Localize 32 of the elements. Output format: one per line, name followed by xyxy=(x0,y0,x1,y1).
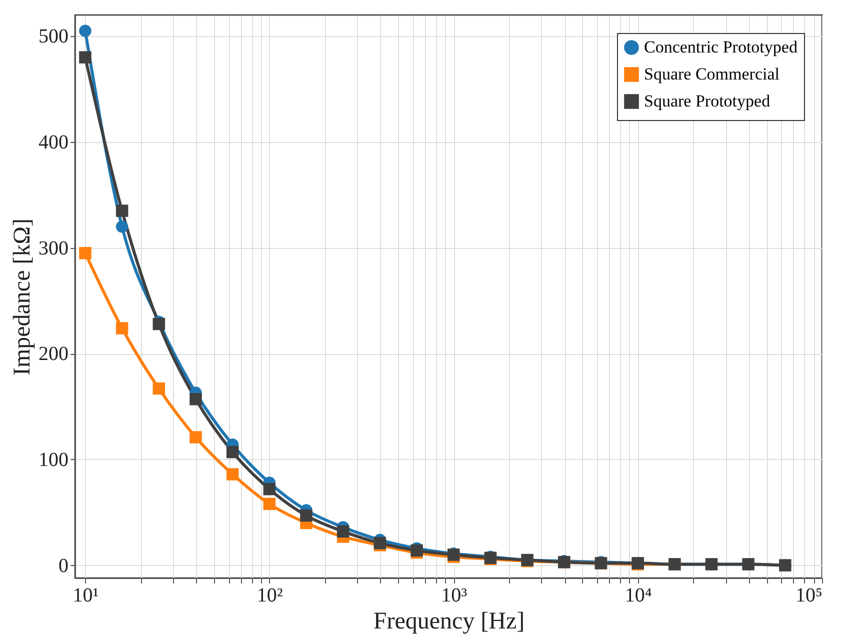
x-tick-label: 10² xyxy=(256,584,283,606)
y-axis-title: Impedance [kΩ] xyxy=(10,218,36,376)
point xyxy=(263,482,276,496)
point xyxy=(79,51,92,64)
y-tick-label: 0 xyxy=(58,554,68,577)
point xyxy=(116,220,128,233)
point xyxy=(116,204,128,217)
legend-label: Square Commercial xyxy=(644,64,780,84)
y-tick-label: 300 xyxy=(38,237,68,260)
point xyxy=(336,525,350,538)
x-tick-label: 10³ xyxy=(441,584,468,606)
y-tick-label: 200 xyxy=(38,343,68,366)
point xyxy=(226,468,239,480)
point xyxy=(79,246,92,260)
point xyxy=(263,498,276,510)
point xyxy=(374,536,386,550)
legend-label: Square Prototyped xyxy=(644,92,771,110)
point xyxy=(152,382,166,395)
point xyxy=(190,393,202,406)
point xyxy=(300,509,312,522)
point xyxy=(226,446,239,458)
point xyxy=(116,322,128,334)
y-tick-label: 100 xyxy=(38,448,68,471)
legend-label: Concentric Prototyped xyxy=(644,38,798,56)
x-tick-label: 10¹ xyxy=(72,584,99,606)
x-tick-label: 10⁴ xyxy=(624,584,652,606)
x-axis-title: Frequency [Hz] xyxy=(373,608,525,634)
point xyxy=(190,431,202,444)
point xyxy=(79,24,92,37)
y-tick-label: 400 xyxy=(38,131,68,154)
x-tick-label: 10⁵ xyxy=(796,584,822,606)
y-tick-label: 500 xyxy=(38,26,68,48)
